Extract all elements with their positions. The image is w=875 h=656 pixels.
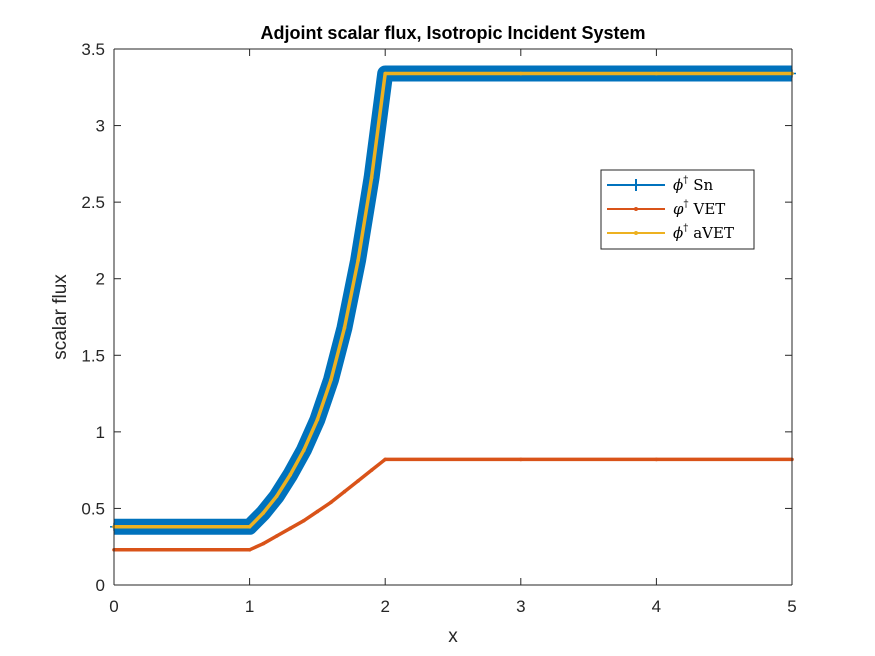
y-tick-label: 0.5 [81,499,105,518]
series-vet-point [302,518,306,523]
series-layer [110,65,796,552]
series-avet-point [356,258,360,263]
y-axis-label: scalar flux [50,274,71,360]
series-avet-point [302,448,306,453]
series-vet-point [288,526,293,531]
series-vet-point [315,509,320,514]
series-vet-point [274,534,279,538]
legend-superscript: † [683,223,688,234]
y-tick-label: 3 [96,117,105,136]
series-vet-point [519,457,523,462]
legend-symbol: ϕ [673,224,683,242]
series-vet-point [342,489,347,494]
series-avet-point [369,175,374,180]
x-tick-label: 1 [245,597,254,616]
series-avet-point [654,71,659,76]
y-tick-label: 2 [96,270,105,289]
series-avet-point [329,377,333,382]
y-tick-label: 2.5 [81,193,105,212]
legend-item-sn: ϕ† Sn [607,175,714,194]
legend-label: ϕ† Sn [673,175,714,194]
y-tick-label: 3.5 [81,40,105,59]
series-vet-point [654,457,659,462]
x-tick-label: 4 [652,597,661,616]
legend-swatch-marker [634,231,638,235]
legend-series-name: Sn [693,176,713,194]
series-vet-point [247,547,252,552]
legend-item-vet: φ† VET [607,199,725,218]
x-tick-label: 0 [109,597,118,616]
series-vet-point [383,457,388,462]
y-tick-label: 1 [96,423,105,442]
legend-label: ϕ† aVET [673,223,734,242]
series-avet-point [247,525,252,529]
plot-area [114,49,792,585]
x-tick-label: 3 [516,597,525,616]
x-tick-label: 2 [380,597,389,616]
series-avet-point [261,511,265,515]
x-tick-label: 5 [787,597,796,616]
chart-title: Adjoint scalar flux, Isotropic Incident … [260,23,645,43]
series-avet-point [383,71,388,76]
legend-item-avet: ϕ† aVET [607,223,734,242]
series-vet-point [329,500,333,505]
series-avet-point [342,325,347,330]
legend-superscript: † [683,175,688,186]
legend-symbol: φ [673,200,684,218]
ticks-layer: 0 1 2 3 4 5 0 0.5 1 1.5 2 2.5 3 3.5 [81,40,796,616]
legend-series-name: VET [693,200,726,218]
legend-label: φ† VET [673,199,725,218]
legend-swatch-marker [634,207,638,211]
axes-layer [113,48,793,586]
series-vet-group [112,457,794,552]
series-avet-point [315,417,320,422]
y-tick-label: 1.5 [81,346,105,365]
legend-superscript: † [684,199,689,210]
legend-symbol: ϕ [673,176,683,194]
series-avet-point [274,494,279,498]
series-vet-point [261,541,265,546]
y-tick-label: 0 [96,576,105,595]
series-avet-point [519,71,523,76]
legend-series-name: aVET [693,224,734,242]
series-vet-point [356,479,360,483]
series-vet-point [369,468,374,472]
x-axis-label: x [448,626,458,647]
series-avet-point [288,472,293,477]
